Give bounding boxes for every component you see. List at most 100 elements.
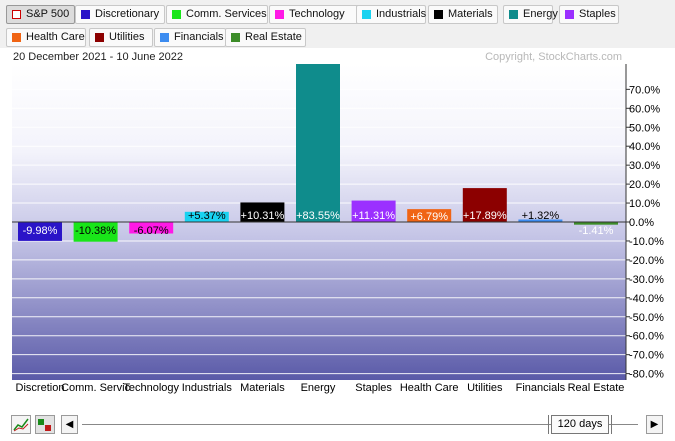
legend-label: Financials: [174, 31, 224, 43]
legend: S&P 500 Discretionary Comm. Services Techno…: [0, 0, 675, 48]
legend-item-s-p-500[interactable]: S&P 500: [6, 5, 75, 24]
legend-swatch: [275, 10, 284, 19]
y-tick-label: 10.0%: [629, 198, 660, 210]
legend-item-technology[interactable]: Technology: [269, 5, 361, 24]
y-axis-ticks: 70.0% 60.0% 50.0% 40.0% 30.0% 20.0% 10.0% 0.0% -…: [626, 84, 664, 381]
legend-label: S&P 500: [26, 8, 70, 20]
bar-value-label: +10.31%: [241, 210, 285, 222]
legend-label: Industrials: [376, 8, 427, 20]
legend-swatch: [81, 10, 90, 19]
y-tick-label: 0.0%: [629, 217, 654, 229]
x-tick-label: Financials: [516, 382, 566, 394]
bar-10: [574, 222, 618, 225]
bar-value-label: -6.07%: [134, 225, 169, 237]
bar-6: [351, 200, 396, 222]
legend-swatch: [160, 33, 169, 42]
x-tick-label: Energy: [301, 382, 336, 394]
bar-value-label: -10.38%: [75, 225, 116, 237]
bar-value-label: +17.89%: [463, 210, 507, 222]
bar-chart-glyph: [38, 419, 51, 431]
bar-2: [129, 222, 174, 234]
y-tick-label: -10.0%: [629, 236, 664, 248]
performance-bar-chart: -9.98% -10.38% -6.07% +5.37% +10.31% +83.55% +…: [12, 64, 664, 394]
x-tick-label: Industrials: [182, 382, 233, 394]
y-tick-label: 20.0%: [629, 179, 660, 191]
legend-item-health-care[interactable]: Health Care: [6, 28, 86, 47]
bar-1: [73, 222, 118, 242]
y-tick-label: -20.0%: [629, 255, 664, 267]
legend-label: Staples: [579, 8, 616, 20]
line-chart-glyph: [13, 418, 29, 432]
bar-value-label: +83.55%: [296, 210, 340, 222]
x-tick-label: Real Estate: [568, 382, 625, 394]
legend-swatch: [231, 33, 240, 42]
footer: ◀ 120 days ▶: [0, 408, 675, 441]
bar-0: [18, 222, 62, 241]
y-tick-label: 70.0%: [629, 84, 660, 96]
bar-3: [184, 211, 229, 222]
date-range: 20 December 2021 - 10 June 2022: [13, 51, 184, 63]
y-tick-label: -50.0%: [629, 312, 664, 324]
bar-value-label: +6.79%: [410, 211, 448, 223]
bars: -9.98% -10.38% -6.07% +5.37% +10.31% +83.55% +…: [18, 64, 618, 242]
legend-label: Real Estate: [245, 31, 302, 43]
x-tick-label: Discretion: [16, 382, 65, 394]
x-tick-label: Health Care: [400, 382, 459, 394]
legend-label: Health Care: [26, 31, 85, 43]
legend-label: Comm. Services: [186, 8, 267, 20]
legend-swatch: [95, 33, 104, 42]
bar-5: [296, 64, 340, 222]
legend-item-comm-services[interactable]: Comm. Services: [166, 5, 268, 24]
bar-8: [462, 188, 507, 222]
y-tick-label: -40.0%: [629, 293, 664, 305]
legend-item-financials[interactable]: Financials: [154, 28, 226, 47]
x-tick-label: Technology: [123, 382, 179, 394]
scroll-track[interactable]: [82, 424, 638, 425]
legend-label: Materials: [448, 8, 493, 20]
scroll-left-button[interactable]: ◀: [61, 415, 78, 434]
legend-item-materials[interactable]: Materials: [428, 5, 498, 24]
legend-swatch: [12, 10, 21, 19]
legend-label: Discretionary: [95, 8, 160, 20]
period-selector[interactable]: 120 days: [548, 415, 612, 434]
y-tick-label: -30.0%: [629, 274, 664, 286]
legend-item-discretionary[interactable]: Discretionary: [75, 5, 165, 24]
legend-swatch: [12, 33, 21, 42]
legend-label: Energy: [523, 8, 558, 20]
bar-value-label: -1.41%: [579, 225, 614, 237]
y-tick-label: 60.0%: [629, 103, 660, 115]
x-tick-label: Comm. Servic: [61, 382, 131, 394]
line-chart-icon[interactable]: [11, 415, 31, 434]
legend-swatch: [362, 10, 371, 19]
bar-9: [518, 219, 563, 222]
legend-item-utilities[interactable]: Utilities: [89, 28, 153, 47]
x-tick-label: Materials: [240, 382, 285, 394]
bar-value-label: -9.98%: [23, 225, 58, 237]
y-tick-label: -60.0%: [629, 331, 664, 343]
legend-item-staples[interactable]: Staples: [559, 5, 619, 24]
legend-item-industrials[interactable]: Industrials: [356, 5, 426, 24]
y-tick-label: 50.0%: [629, 122, 660, 134]
bar-value-label: +5.37%: [188, 210, 226, 222]
bar-value-label: +11.31%: [352, 210, 395, 222]
y-tick-label: 30.0%: [629, 160, 660, 172]
legend-swatch: [509, 10, 518, 19]
bar-4: [240, 202, 285, 222]
bar-chart-icon[interactable]: [35, 415, 55, 434]
y-tick-label: 40.0%: [629, 141, 660, 153]
legend-label: Technology: [289, 8, 345, 20]
legend-item-real-estate[interactable]: Real Estate: [225, 28, 306, 47]
legend-swatch: [434, 10, 443, 19]
y-tick-label: -80.0%: [629, 369, 664, 381]
copyright: Copyright, StockCharts.com: [485, 51, 622, 63]
bar-7: [407, 209, 452, 222]
legend-swatch: [172, 10, 181, 19]
legend-swatch: [565, 10, 574, 19]
x-tick-label: Staples: [355, 382, 392, 394]
legend-item-energy[interactable]: Energy: [503, 5, 558, 24]
legend-label: Utilities: [109, 31, 145, 43]
bar-value-label: +1.32%: [522, 210, 560, 222]
x-tick-label: Utilities: [467, 382, 503, 394]
scroll-right-button[interactable]: ▶: [646, 415, 663, 434]
